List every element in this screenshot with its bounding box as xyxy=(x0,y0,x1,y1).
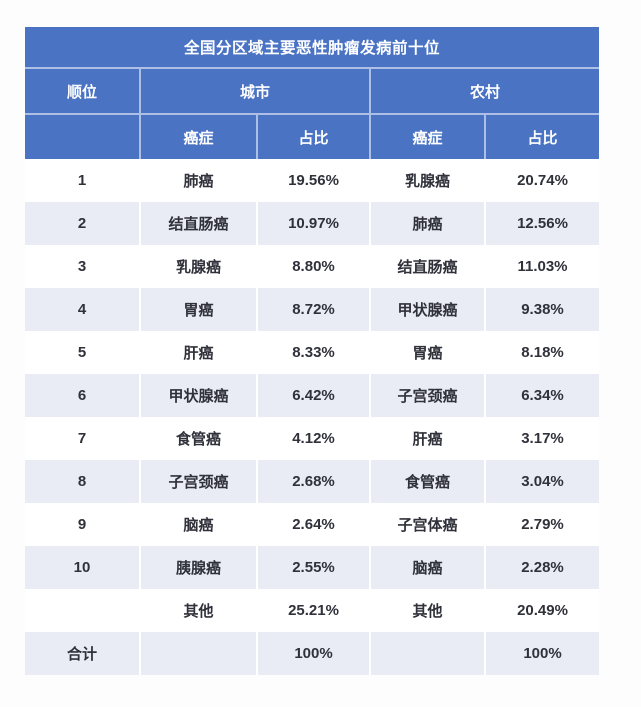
rank-cell: 7 xyxy=(25,417,140,460)
rural-share-cell: 2.28% xyxy=(484,546,599,589)
table-row: 6 甲状腺癌 6.42% 子宫颈癌 6.34% xyxy=(25,374,599,417)
rural-cancer-cell: 其他 xyxy=(369,589,485,632)
urban-share-cell: 10.97% xyxy=(256,202,370,245)
rural-cancer-cell xyxy=(369,632,485,675)
urban-share-cell: 6.42% xyxy=(256,374,370,417)
rural-cancer-cell: 肺癌 xyxy=(369,202,485,245)
rural-share-cell: 20.74% xyxy=(484,159,599,202)
urban-share-cell: 100% xyxy=(256,632,370,675)
rural-cancer-cell: 甲状腺癌 xyxy=(369,288,485,331)
sub-header-row: 癌症 占比 癌症 占比 xyxy=(25,113,599,159)
header-rank: 顺位 xyxy=(25,67,140,114)
table-row: 1 肺癌 19.56% 乳腺癌 20.74% xyxy=(25,159,599,202)
rural-share-cell: 11.03% xyxy=(484,245,599,288)
rural-cancer-cell: 乳腺癌 xyxy=(369,159,485,202)
urban-cancer-cell: 脑癌 xyxy=(139,503,257,546)
rank-cell: 9 xyxy=(25,503,140,546)
urban-cancer-cell: 肺癌 xyxy=(139,159,257,202)
rural-share-cell: 20.49% xyxy=(484,589,599,632)
urban-share-cell: 8.80% xyxy=(256,245,370,288)
header-rural-cancer: 癌症 xyxy=(369,113,485,159)
urban-cancer-cell: 其他 xyxy=(139,589,257,632)
urban-share-cell: 25.21% xyxy=(256,589,370,632)
table-row: 4 胃癌 8.72% 甲状腺癌 9.38% xyxy=(25,288,599,331)
cancer-incidence-table: 全国分区域主要恶性肿瘤发病前十位 顺位 城市 农村 癌症 占比 癌症 占比 1 … xyxy=(25,27,599,675)
header-rural-share: 占比 xyxy=(484,113,599,159)
urban-share-cell: 19.56% xyxy=(256,159,370,202)
rank-cell: 合计 xyxy=(25,632,140,675)
rank-cell: 6 xyxy=(25,374,140,417)
rank-cell: 3 xyxy=(25,245,140,288)
table-row: 9 脑癌 2.64% 子宫体癌 2.79% xyxy=(25,503,599,546)
urban-cancer-cell: 食管癌 xyxy=(139,417,257,460)
rural-share-cell: 2.79% xyxy=(484,503,599,546)
table-header: 全国分区域主要恶性肿瘤发病前十位 顺位 城市 农村 癌症 占比 癌症 占比 xyxy=(25,27,599,159)
rural-share-cell: 6.34% xyxy=(484,374,599,417)
header-rural-group: 农村 xyxy=(369,67,599,114)
rural-share-cell: 3.17% xyxy=(484,417,599,460)
urban-cancer-cell: 肝癌 xyxy=(139,331,257,374)
table-row: 2 结直肠癌 10.97% 肺癌 12.56% xyxy=(25,202,599,245)
rural-share-cell: 100% xyxy=(484,632,599,675)
urban-cancer-cell xyxy=(139,632,257,675)
header-rank-spacer xyxy=(25,113,140,159)
rural-cancer-cell: 肝癌 xyxy=(369,417,485,460)
urban-cancer-cell: 子宫颈癌 xyxy=(139,460,257,503)
urban-cancer-cell: 胃癌 xyxy=(139,288,257,331)
rural-cancer-cell: 结直肠癌 xyxy=(369,245,485,288)
rural-share-cell: 8.18% xyxy=(484,331,599,374)
table-row: 10 胰腺癌 2.55% 脑癌 2.28% xyxy=(25,546,599,589)
urban-cancer-cell: 结直肠癌 xyxy=(139,202,257,245)
rank-cell: 10 xyxy=(25,546,140,589)
rank-cell xyxy=(25,589,140,632)
rank-cell: 8 xyxy=(25,460,140,503)
header-urban-share: 占比 xyxy=(256,113,370,159)
urban-share-cell: 2.68% xyxy=(256,460,370,503)
table-row: 5 肝癌 8.33% 胃癌 8.18% xyxy=(25,331,599,374)
group-header-row: 顺位 城市 农村 xyxy=(25,67,599,114)
table-row: 合计 100% 100% xyxy=(25,632,599,675)
table-body: 1 肺癌 19.56% 乳腺癌 20.74% 2 结直肠癌 10.97% 肺癌 … xyxy=(25,159,599,675)
rural-cancer-cell: 胃癌 xyxy=(369,331,485,374)
rank-cell: 2 xyxy=(25,202,140,245)
table-row: 8 子宫颈癌 2.68% 食管癌 3.04% xyxy=(25,460,599,503)
urban-share-cell: 8.33% xyxy=(256,331,370,374)
urban-share-cell: 8.72% xyxy=(256,288,370,331)
header-urban-cancer: 癌症 xyxy=(139,113,257,159)
urban-cancer-cell: 甲状腺癌 xyxy=(139,374,257,417)
rural-share-cell: 3.04% xyxy=(484,460,599,503)
table-row: 其他 25.21% 其他 20.49% xyxy=(25,589,599,632)
rank-cell: 1 xyxy=(25,159,140,202)
rural-cancer-cell: 食管癌 xyxy=(369,460,485,503)
rural-share-cell: 9.38% xyxy=(484,288,599,331)
urban-share-cell: 2.55% xyxy=(256,546,370,589)
table-row: 7 食管癌 4.12% 肝癌 3.17% xyxy=(25,417,599,460)
table-row: 3 乳腺癌 8.80% 结直肠癌 11.03% xyxy=(25,245,599,288)
rural-cancer-cell: 脑癌 xyxy=(369,546,485,589)
urban-cancer-cell: 胰腺癌 xyxy=(139,546,257,589)
rank-cell: 4 xyxy=(25,288,140,331)
rural-cancer-cell: 子宫颈癌 xyxy=(369,374,485,417)
title-row: 全国分区域主要恶性肿瘤发病前十位 xyxy=(25,27,599,68)
rural-cancer-cell: 子宫体癌 xyxy=(369,503,485,546)
urban-cancer-cell: 乳腺癌 xyxy=(139,245,257,288)
rural-share-cell: 12.56% xyxy=(484,202,599,245)
rank-cell: 5 xyxy=(25,331,140,374)
header-urban-group: 城市 xyxy=(139,67,370,114)
table-title: 全国分区域主要恶性肿瘤发病前十位 xyxy=(25,27,599,68)
urban-share-cell: 2.64% xyxy=(256,503,370,546)
urban-share-cell: 4.12% xyxy=(256,417,370,460)
